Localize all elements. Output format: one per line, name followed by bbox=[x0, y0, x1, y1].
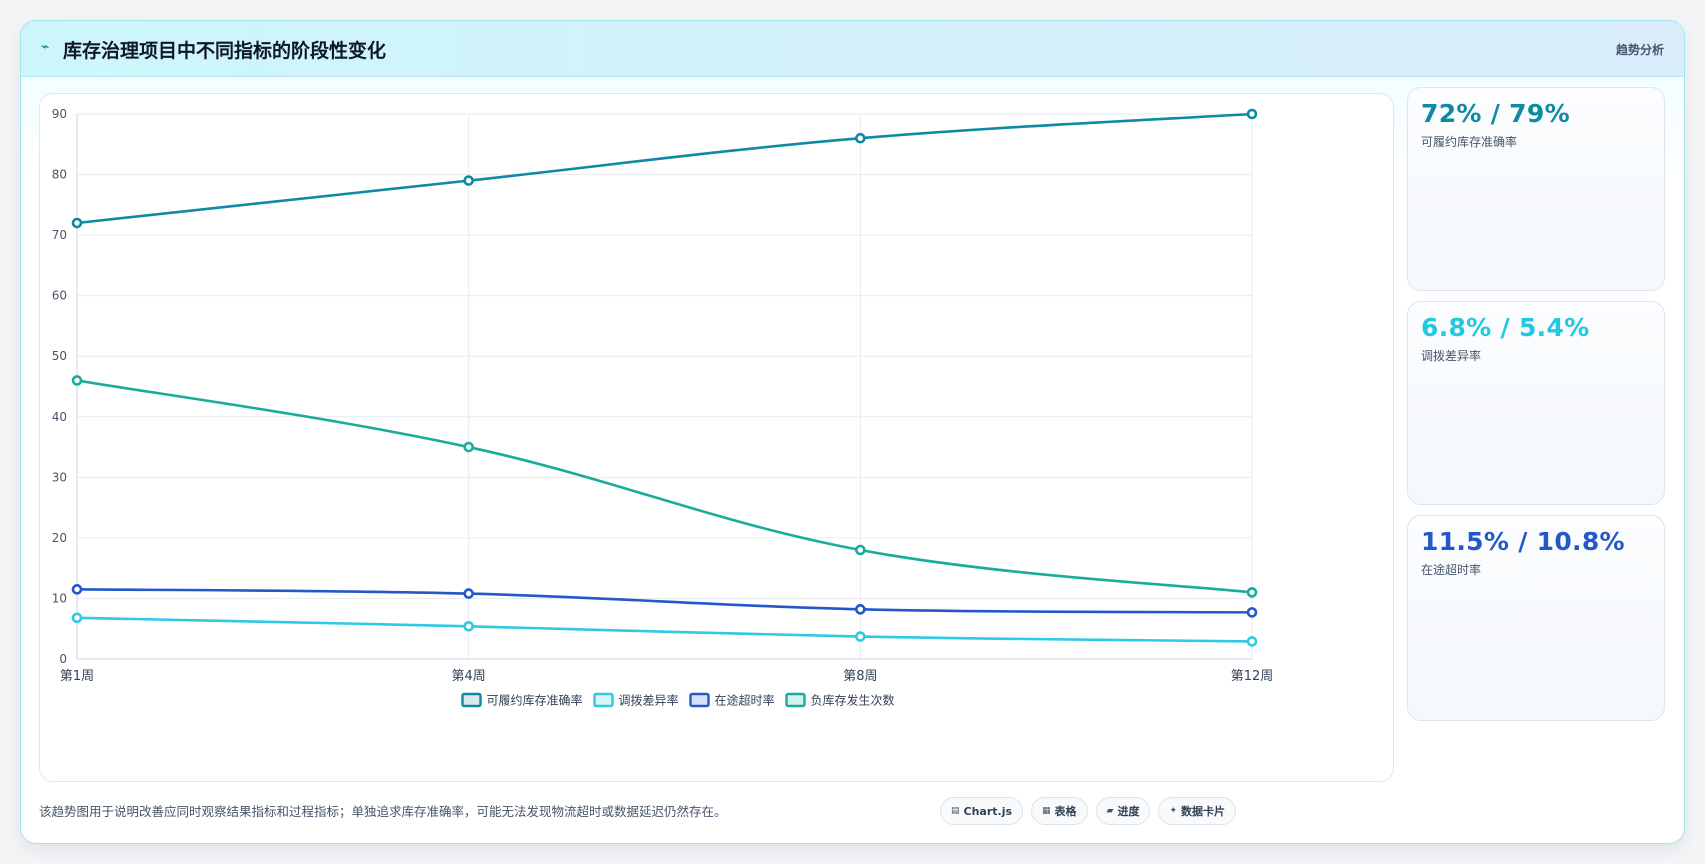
y-tick-label: 40 bbox=[52, 410, 67, 424]
x-tick-label: 第1周 bbox=[60, 669, 94, 684]
legend-swatch bbox=[785, 692, 806, 708]
pill-table[interactable]: ▦ 表格 bbox=[1031, 797, 1088, 825]
y-tick-label: 90 bbox=[52, 107, 67, 121]
y-tick-label: 0 bbox=[59, 652, 67, 666]
tool-pills: ▤ Chart.js ▦ 表格 ▰ 进度 ✦ 数据卡片 bbox=[940, 797, 1237, 825]
series-line bbox=[76, 588, 1253, 614]
series-line bbox=[76, 616, 1253, 643]
chart-icon: ▤ bbox=[951, 806, 960, 816]
pill-label: Chart.js bbox=[963, 804, 1013, 818]
y-tick-label: 10 bbox=[52, 591, 67, 605]
stat-label: 调拨差异率 bbox=[1421, 349, 1482, 363]
y-tick-label: 20 bbox=[52, 531, 67, 545]
legend-swatch bbox=[461, 692, 482, 708]
legend-label: 可履约库存准确率 bbox=[487, 693, 583, 708]
data-card-icon: ✦ bbox=[1169, 806, 1178, 816]
legend-swatch bbox=[689, 692, 710, 708]
stat-value: 6.8% / 5.4% bbox=[1421, 313, 1590, 342]
data-point bbox=[71, 375, 83, 386]
data-point bbox=[855, 544, 866, 556]
stat-card-overdue: 11.5% / 10.8% 在途超时率 bbox=[1407, 515, 1665, 721]
header-tag: 趋势分析 bbox=[1615, 43, 1664, 57]
data-point bbox=[71, 612, 83, 624]
y-tick-label: 80 bbox=[52, 168, 67, 182]
data-point bbox=[855, 631, 866, 642]
pill-progress[interactable]: ▰ 进度 bbox=[1095, 797, 1151, 825]
card-header: ⌁ 库存治理项目中不同指标的阶段性变化 趋势分析 bbox=[21, 21, 1684, 77]
data-point bbox=[855, 604, 866, 615]
trend-card: ⌁ 库存治理项目中不同指标的阶段性变化 趋势分析 0 10 20 30 40 50 60 70… bbox=[20, 20, 1685, 844]
y-tick-label: 30 bbox=[52, 470, 67, 484]
data-point bbox=[855, 132, 866, 144]
legend-label: 在途超时率 bbox=[715, 693, 775, 708]
legend-label: 调拨差异率 bbox=[619, 693, 679, 708]
x-tick-label: 第12周 bbox=[1231, 669, 1274, 684]
stat-label: 可履约库存准确率 bbox=[1421, 135, 1518, 149]
page-title: 库存治理项目中不同指标的阶段性变化 bbox=[63, 40, 387, 62]
legend-swatch bbox=[593, 692, 614, 708]
footer-note: 该趋势图用于说明改善应同时观察结果指标和过程指标；单独追求库存准确率，可能无法发… bbox=[39, 804, 727, 819]
stat-value: 72% / 79% bbox=[1421, 99, 1570, 128]
data-point bbox=[463, 441, 474, 453]
pill-label: 表格 bbox=[1054, 805, 1077, 818]
pill-label: 数据卡片 bbox=[1181, 805, 1226, 818]
stat-card-accuracy: 72% / 79% 可履约库存准确率 bbox=[1407, 87, 1665, 291]
data-point bbox=[1246, 108, 1258, 120]
x-tick-label: 第4周 bbox=[452, 669, 486, 684]
stat-label: 在途超时率 bbox=[1421, 563, 1482, 577]
y-tick-label: 60 bbox=[52, 289, 67, 303]
pill-label: 进度 bbox=[1117, 805, 1140, 818]
pill-data-card[interactable]: ✦ 数据卡片 bbox=[1158, 797, 1237, 825]
stat-value: 11.5% / 10.8% bbox=[1421, 527, 1625, 556]
data-point bbox=[1246, 587, 1258, 598]
series-line bbox=[76, 379, 1253, 594]
stat-card-transfer: 6.8% / 5.4% 调拨差异率 bbox=[1407, 301, 1665, 505]
legend-label: 负库存发生次数 bbox=[811, 693, 895, 708]
y-tick-label: 70 bbox=[52, 228, 67, 242]
y-tick-label: 50 bbox=[52, 349, 67, 363]
series-line bbox=[76, 112, 1253, 225]
x-tick-label: 第8周 bbox=[843, 669, 877, 684]
data-point bbox=[463, 175, 474, 186]
pill-chartjs[interactable]: ▤ Chart.js bbox=[940, 797, 1024, 825]
chart-panel: 0 10 20 30 40 50 60 70 80 90 第1周 第4周 第8周 第12周可履约库存准确率… bbox=[39, 93, 1394, 782]
data-point bbox=[71, 217, 83, 229]
data-point bbox=[71, 584, 83, 595]
data-point bbox=[463, 588, 474, 599]
progress-icon: ▰ bbox=[1106, 806, 1114, 816]
data-point bbox=[1246, 607, 1258, 618]
data-point bbox=[463, 620, 474, 632]
trend-icon: ⌁ bbox=[41, 39, 50, 55]
data-point bbox=[1246, 636, 1258, 647]
table-icon: ▦ bbox=[1042, 806, 1051, 816]
line-chart: 0 10 20 30 40 50 60 70 80 90 第1周 第4周 第8周 第12周可履约库存准确率… bbox=[52, 107, 1274, 708]
